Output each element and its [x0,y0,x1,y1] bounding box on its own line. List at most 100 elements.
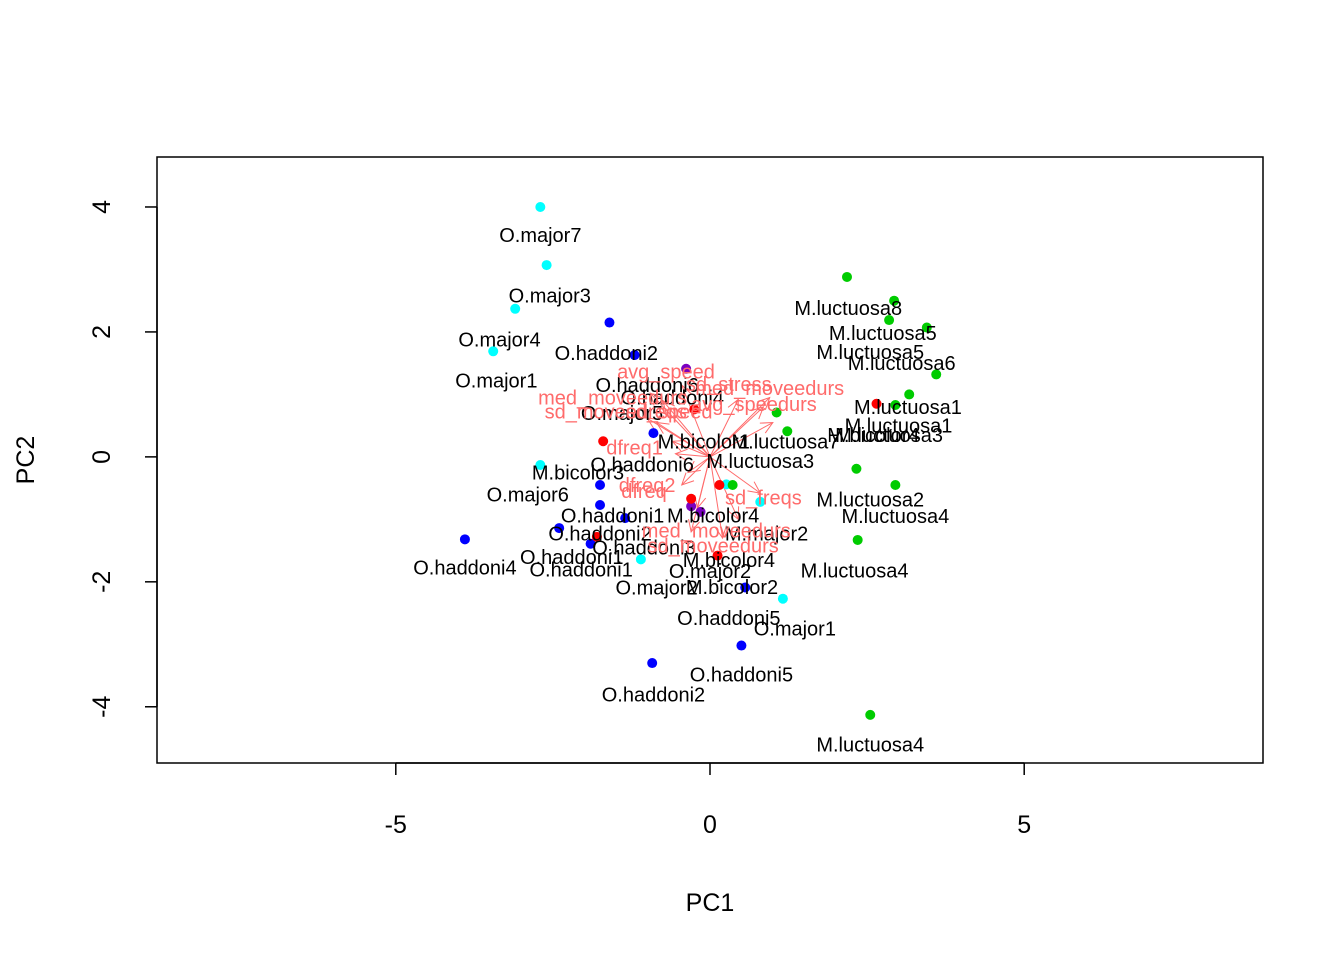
x-axis-label: PC1 [686,889,735,917]
arrow-head [687,460,701,474]
vector-label: avg_speed [617,361,715,383]
point-labels-layer: O.major7 O.major3 O.major4 O.haddoni2 O.majo… [413,225,962,756]
data-point [884,315,895,326]
data-point [890,400,901,411]
x-tick-label: 0 [703,811,717,839]
loading-vectors [646,383,774,540]
data-point [554,523,565,534]
data-point [712,550,723,561]
point-label: M.bicolor2 [686,577,778,599]
point-label: O.haddoni2 [555,343,658,365]
point-label: M.luctuosa8 [794,298,902,320]
vector-label: sd_stress [686,374,772,396]
data-point [595,479,606,490]
point-label: O.haddoni1 [561,506,664,528]
vector-label: sd_freqs [725,487,802,509]
point-label: M.luctuosa3 [835,425,943,447]
point-label: M.bicolor4 [667,506,759,528]
points-layer [459,201,942,720]
data-point [510,303,521,314]
vector-label: dfreq1 [606,438,663,460]
data-point [736,640,747,651]
point-label: M.luctuosa5 [829,323,937,345]
point-label: O.haddoni1 [520,547,623,569]
point-label: O.haddoni5 [677,608,780,630]
point-label: O.major1 [754,619,836,641]
point-label: O.major5 [581,403,663,425]
point-label: O.major2 [669,561,751,583]
point-label: M.luctuosa2 [816,489,924,511]
data-point [459,534,470,545]
point-label: O.haddoni2 [602,684,705,706]
point-label: O.haddoni1 [529,559,632,581]
arrow-head [671,440,686,452]
arrow-head [727,506,740,521]
vector-label: dfreq [621,481,667,503]
data-point [727,479,738,490]
data-point [921,322,932,333]
loading-vector [709,456,761,494]
x-tick-label: -5 [385,811,407,839]
point-label: M.major2 [725,524,808,546]
point-label: M.luctuosa5 [816,342,924,364]
data-point [740,582,751,593]
point-label: O.haddoni4 [621,388,724,410]
data-point [620,513,631,524]
loading-vector [687,456,711,473]
vector-label: dfreq2 [619,475,676,497]
point-label: O.haddoni2 [548,524,651,546]
arrow-head [750,406,765,420]
point-label: O.major4 [458,329,540,351]
loading-vector [709,422,774,458]
data-point [931,369,942,380]
data-point [648,428,659,439]
data-point [852,534,863,545]
data-point [595,499,606,510]
loading-vector [672,440,711,458]
point-label: O.major1 [455,371,537,393]
point-label: O.major3 [509,286,591,308]
arrow-head [649,392,663,406]
point-label: M.bicolor4 [827,425,919,447]
point-label: O.haddoni4 [413,557,516,579]
data-point [714,479,725,490]
point-label: M.luctuosa6 [848,353,956,375]
vector-label: sd_moveedreqs [545,401,687,423]
vector-label: med_moveedurs [538,388,687,410]
y-tick-label: 4 [88,200,116,214]
point-label: M.luctuosa7 [731,431,839,453]
data-point [686,501,697,512]
point-label: M.luctuosa1 [854,397,962,419]
data-point [871,398,882,409]
data-point [865,709,876,720]
point-label: M.luctuosa3 [706,451,814,473]
data-point [598,436,609,447]
axes: -5 0 5 -4 -2 0 2 4 [88,200,1031,839]
loading-vector [709,399,739,458]
data-point [851,463,862,474]
vector-label: med_moveedurs [695,378,844,400]
y-tick-label: 2 [88,325,116,339]
arrow-head [680,383,692,399]
loading-vector [681,384,711,458]
vector-label: sd_moveedurs [648,536,779,558]
data-point [541,260,552,271]
point-label: M.bicolor1 [658,431,750,453]
point-label: O.major6 [487,484,569,506]
loading-vector [681,456,711,486]
data-point [585,538,596,549]
point-label: O.major2 [615,577,697,599]
data-point [904,389,915,400]
point-label: M.luctuosa1 [845,416,953,438]
point-label: O.haddoni3 [592,537,695,559]
loading-vector [690,456,711,532]
loading-vector [649,392,711,458]
loading-vector [662,400,711,458]
y-tick-label: -2 [88,571,116,593]
point-label: M.luctuosa4 [816,734,924,756]
point-label: M.bicolor4 [683,550,775,572]
y-tick-label: -4 [88,696,116,718]
data-point [604,317,615,328]
